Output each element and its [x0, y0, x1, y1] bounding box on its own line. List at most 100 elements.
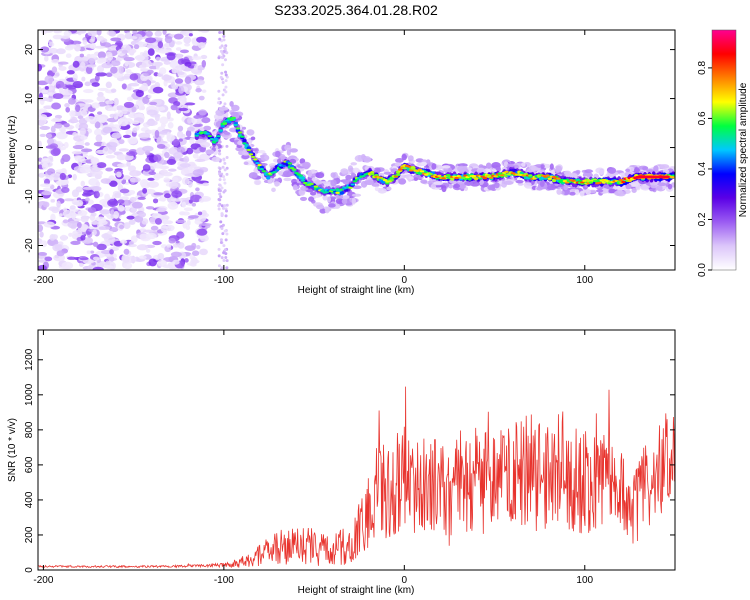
spectrogram-noise-blob — [218, 140, 222, 144]
spectrogram-noise-blob — [61, 261, 74, 270]
spectrogram-noise-blob — [69, 205, 76, 210]
spectrogram-noise-blob — [217, 149, 221, 153]
spectrogram-noise-blob — [110, 60, 121, 67]
spectrogram-noise-blob — [109, 113, 117, 118]
spectrogram-noise-blob — [163, 60, 171, 65]
spectrogram-noise-blob — [96, 243, 107, 251]
spectrogram-ridge-blob — [209, 138, 215, 141]
spectrogram-ridge-blob — [242, 142, 247, 145]
spectrogram-noise-blob — [95, 149, 107, 155]
spectrogram-ridge-blob — [216, 135, 221, 138]
spectrogram-noise-blob — [74, 155, 86, 162]
snr-frame — [37, 329, 676, 571]
spectrogram-noise-blob — [55, 180, 67, 186]
spectrogram-noise-blob — [151, 213, 163, 219]
spectrogram-ridge-blob — [454, 176, 459, 180]
spectrogram-noise-blob — [143, 72, 149, 77]
spectrogram-halo-blob — [523, 182, 532, 187]
spectrogram-noise-blob — [132, 30, 138, 36]
spectrogram-halo-blob — [639, 184, 650, 190]
spectrogram-noise-blob — [105, 81, 112, 89]
spectrogram-halo-blob — [292, 184, 298, 191]
spectrogram-noise-blob — [153, 172, 161, 181]
spectrogram-noise-blob — [159, 116, 169, 125]
spectrogram-heatmap — [38, 30, 675, 270]
spectrogram-noise-blob — [183, 167, 194, 175]
spectrogram-halo-blob — [347, 165, 354, 172]
spectrogram-noise-blob — [166, 52, 176, 61]
spectrogram-noise-blob — [44, 75, 54, 84]
spectrogram-noise-blob — [74, 141, 85, 147]
spectrogram-noise-blob — [66, 256, 77, 260]
spectrogram-ridge-blob — [272, 171, 277, 174]
spectrogram-ridge-blob — [205, 132, 210, 135]
spectrogram-halo-blob — [459, 183, 466, 190]
spectrogram-halo-blob — [322, 194, 328, 201]
spectrogram-noise-blob — [218, 183, 222, 187]
spectrogram-noise-blob — [223, 168, 227, 172]
spectrogram-y-axis: -20 -10 0 10 20 — [24, 44, 675, 253]
spectrogram-ridge-blob — [240, 135, 245, 138]
spectrogram-noise-blob — [194, 79, 205, 86]
spectrogram-ridge-blob — [562, 179, 568, 183]
spectrogram-noise-blob — [106, 141, 118, 149]
spectrogram-noise-blob — [58, 66, 67, 71]
spectrogram-halo-blob — [377, 188, 387, 194]
spectrogram-halo-blob — [656, 185, 663, 191]
spectrogram-halo-blob — [478, 164, 484, 169]
spectrogram-noise-blob — [168, 181, 179, 189]
spectrogram-ridge-blob — [482, 177, 488, 180]
spectrogram-noise-blob — [38, 140, 42, 149]
spectrogram-halo-blob — [351, 197, 356, 205]
spectrogram-noise-blob — [175, 47, 182, 51]
spectrogram-noise-blob — [69, 110, 76, 118]
spectrogram-noise-blob — [41, 162, 49, 170]
spectrogram-halo-blob — [607, 167, 617, 174]
spectrogram-noise-blob — [82, 39, 88, 45]
spectrogram-noise-blob — [224, 85, 228, 89]
spectrogram-halo-blob — [546, 183, 556, 191]
spectrogram-noise-blob — [76, 221, 82, 229]
spectrogram-halo-blob — [307, 170, 313, 178]
spectrogram-noise-blob — [217, 204, 221, 208]
spectrogram-halo-blob — [342, 195, 350, 199]
spectrogram-noise-blob — [170, 104, 178, 111]
spectrogram-noise-blob — [128, 241, 135, 245]
spectrogram-noise-blob — [91, 82, 100, 87]
spectrogram-noise-blob — [52, 117, 60, 122]
spectrogram-noise-blob — [50, 125, 56, 133]
spectrogram-noise-blob — [191, 242, 197, 249]
spectrogram-noise-blob — [158, 207, 167, 211]
spectrogram-noise-blob — [139, 179, 149, 188]
spectrogram-ridge-blob — [255, 161, 260, 165]
spectrogram-noise-blob — [171, 176, 179, 183]
spectrogram-noise-blob — [185, 129, 192, 138]
spectrogram-halo-blob — [201, 117, 211, 124]
spectrogram-noise-blob — [66, 70, 75, 75]
spectrogram-noise-blob — [145, 30, 153, 37]
spectrogram-noise-blob — [70, 240, 81, 245]
spectrogram-noise-blob — [225, 172, 229, 176]
spectrogram-noise-blob — [126, 215, 135, 220]
spectrogram-noise-blob — [187, 215, 200, 219]
spectrogram-halo-blob — [448, 183, 454, 189]
spectrogram-noise-blob — [117, 199, 125, 204]
spectrogram-noise-blob — [221, 81, 225, 85]
spectrogram-noise-blob — [81, 192, 92, 197]
spectrogram-noise-blob — [48, 42, 55, 47]
spectrogram-noise-blob — [75, 46, 81, 51]
spectrogram-noise-blob — [96, 30, 102, 36]
spectrogram-x-tick-label: 0 — [402, 275, 408, 286]
spectrogram-halo-blob — [539, 180, 545, 188]
spectrogram-noise-blob — [86, 250, 91, 254]
spectrogram-noise-blob — [81, 76, 86, 82]
spectrogram-noise-blob — [64, 103, 70, 108]
spectrogram-noise-blob — [107, 107, 116, 111]
spectrogram-y-tick-label: -20 — [24, 238, 35, 253]
colorbar-label: Normalized spectral amplitude — [738, 82, 749, 217]
spectrogram-ridge-blob — [248, 153, 254, 156]
spectrogram-noise-blob — [72, 60, 80, 68]
spectrogram-noise-blob — [222, 175, 226, 179]
